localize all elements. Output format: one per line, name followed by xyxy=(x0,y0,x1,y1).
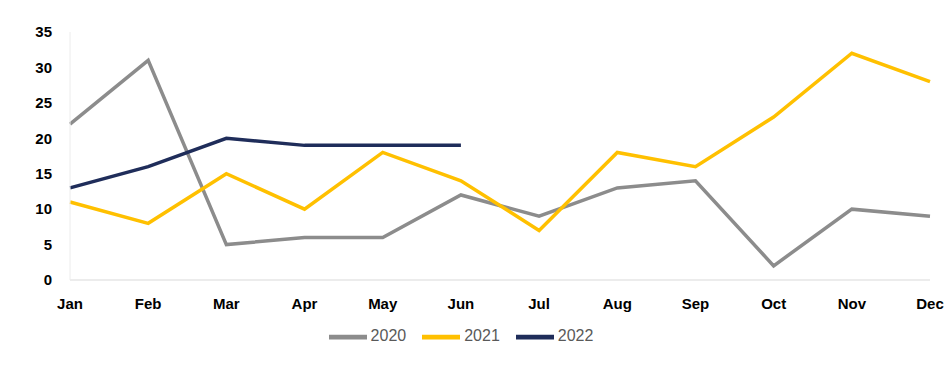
html-text:2021: 2021 xyxy=(464,327,500,345)
svg-text:Jun: Jun xyxy=(448,295,475,312)
svg-text:Feb: Feb xyxy=(135,295,162,312)
svg-text:35: 35 xyxy=(35,23,52,40)
svg-text:May: May xyxy=(368,295,398,312)
svg-text:Nov: Nov xyxy=(838,295,867,312)
svg-text:0: 0 xyxy=(44,271,52,288)
svg-text:Mar: Mar xyxy=(213,295,240,312)
svg-text:Dec: Dec xyxy=(916,295,944,312)
svg-text:Apr: Apr xyxy=(292,295,318,312)
svg-text:5: 5 xyxy=(44,236,52,253)
svg-text:Sep: Sep xyxy=(682,295,710,312)
svg-text:Aug: Aug xyxy=(603,295,632,312)
svg-text:10: 10 xyxy=(35,200,52,217)
html-text:2020: 2020 xyxy=(370,327,407,345)
svg-text:15: 15 xyxy=(35,165,52,182)
svg-text:20: 20 xyxy=(35,130,52,147)
svg-text:25: 25 xyxy=(35,94,52,111)
svg-text:30: 30 xyxy=(35,59,52,76)
svg-text:Oct: Oct xyxy=(761,295,786,312)
html-text:2022: 2022 xyxy=(557,327,594,345)
svg-text:Jul: Jul xyxy=(528,295,550,312)
svg-text:Jan: Jan xyxy=(57,295,83,312)
